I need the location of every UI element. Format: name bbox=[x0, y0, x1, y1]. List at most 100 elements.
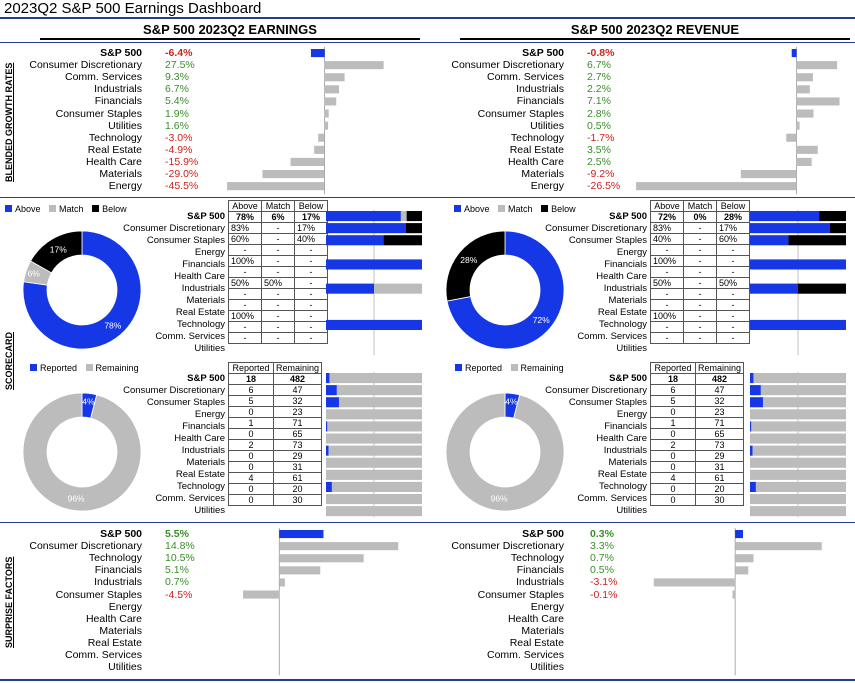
earnings_growth-bar-consumer-discretionary bbox=[324, 61, 384, 70]
earnings_beat_table-bar-consumer-discretionary-2 bbox=[405, 223, 422, 234]
sector-label: Industrials bbox=[516, 576, 564, 589]
table-cell: 17% bbox=[294, 211, 328, 223]
sector-label: Real Estate bbox=[509, 143, 564, 156]
table-row: 0 29 bbox=[228, 450, 323, 462]
sector-label-financials: Financials bbox=[182, 259, 225, 270]
revenue_growth-row-health-care: Health Care bbox=[430, 156, 564, 168]
revenue_growth-value-label: 2.5% bbox=[587, 155, 611, 168]
earnings_surprise-value-label: -4.5% bbox=[165, 588, 193, 601]
earnings_surprise-row-sandp-500: S&P 500 bbox=[10, 528, 142, 540]
table-cell: - bbox=[716, 288, 750, 300]
legend-remaining-rev: Remaining bbox=[510, 363, 564, 373]
table-row: 0 23 bbox=[650, 406, 745, 418]
sector-label: Technology bbox=[510, 131, 564, 144]
table-row: --- bbox=[650, 321, 750, 333]
report_table-bar-technology-1 bbox=[331, 481, 422, 492]
report_table-bar-health-care-1 bbox=[326, 433, 422, 444]
revenue_beat_table-bar-sandp-500-2 bbox=[819, 211, 846, 222]
sector-label-comm-services: Comm. Services bbox=[577, 493, 647, 504]
table-cell: - bbox=[261, 255, 295, 267]
sector-label: Industrials bbox=[516, 83, 564, 96]
earnings_growth-row-technology: Technology bbox=[10, 132, 142, 144]
sector-label: Energy bbox=[530, 180, 564, 193]
sector-label: Materials bbox=[99, 168, 142, 180]
table-row: --- bbox=[650, 288, 750, 300]
legend-reported-swatch bbox=[30, 364, 37, 371]
table-row: --- bbox=[650, 266, 750, 278]
table-cell: - bbox=[294, 277, 328, 289]
earnings_surprise-bar-technology bbox=[279, 554, 364, 563]
sector-label: Technology bbox=[88, 552, 142, 565]
sector-label: Consumer Discretionary bbox=[29, 59, 142, 72]
revenue_surprise-bar-industrials bbox=[653, 578, 736, 587]
revenue_surprise-row-consumer-discretionary: Consumer Discretionary bbox=[430, 540, 564, 552]
earnings_beat_table-bar-financials-0 bbox=[326, 259, 422, 270]
earnings_beat_table-bar-sandp-500-1 bbox=[400, 211, 407, 222]
legend-remaining-rev-swatch bbox=[510, 364, 518, 371]
revenue_growth-value-label: -0.8% bbox=[587, 47, 615, 59]
scorecard-bottom-divider bbox=[0, 522, 855, 523]
revenue_surprise-value-label: 3.3% bbox=[590, 540, 614, 553]
table-cell: 0 bbox=[228, 406, 274, 418]
table-row: 1 71 bbox=[650, 417, 745, 429]
table-cell: 72% bbox=[650, 211, 684, 223]
table-row: 78% 6% 17% bbox=[228, 211, 328, 223]
revenue_surprise-bar-technology bbox=[735, 554, 754, 563]
earnings_growth-value-label: 1.9% bbox=[165, 107, 189, 120]
sector-label: S&P 500 bbox=[100, 528, 142, 540]
table-row: 0 20 bbox=[228, 483, 323, 495]
earnings-title-underline bbox=[40, 38, 420, 40]
legend-match: Match bbox=[49, 204, 84, 214]
earnings_growth-row-industrials: Industrials bbox=[10, 83, 142, 95]
earnings_growth-bar-consumer-staples bbox=[324, 109, 329, 118]
table-cell: 100% bbox=[228, 255, 262, 267]
earnings_surprise-bar-consumer-staples bbox=[243, 590, 280, 599]
table-cell: 30 bbox=[694, 494, 745, 506]
table-header-row: Above Match Below bbox=[650, 200, 750, 212]
earnings_growth-row-health-care: Health Care bbox=[10, 156, 142, 168]
earnings_growth-row-energy: Energy bbox=[10, 180, 142, 192]
table-row: 18 482 bbox=[650, 373, 745, 385]
table-cell: - bbox=[650, 288, 684, 300]
legend-below: Below bbox=[92, 204, 127, 214]
legend-remaining-rev-label: Remaining bbox=[520, 363, 564, 373]
revenue_growth-value-label: 7.1% bbox=[587, 95, 611, 108]
earnings_growth-row-utilities: Utilities bbox=[10, 120, 142, 132]
earnings-report-sector-labels: S&P 500 Consumer Discretionary Consumer St… bbox=[100, 373, 225, 517]
table-cell: 1 bbox=[228, 417, 274, 429]
sector-label-energy: Energy bbox=[616, 409, 647, 420]
table-cell: 0 bbox=[228, 450, 274, 462]
table-cell: 78% bbox=[228, 211, 262, 223]
sector-label: Materials bbox=[521, 168, 564, 180]
table-row: --- bbox=[228, 332, 328, 344]
earnings_beat_table-bar-sandp-500-2 bbox=[406, 211, 422, 222]
column-header: Below bbox=[294, 200, 328, 212]
sector-label: Comm. Services bbox=[486, 649, 564, 661]
sector-label: Energy bbox=[530, 600, 564, 613]
column-header: Below bbox=[716, 200, 750, 212]
report_table-bar-energy-1 bbox=[326, 409, 422, 420]
sector-label: Comm. Services bbox=[64, 649, 142, 661]
legend-below-label: Below bbox=[102, 204, 127, 214]
table-cell: 0 bbox=[650, 461, 696, 473]
sector-label: Energy bbox=[108, 600, 142, 613]
revenue_growth-bar-comm-services bbox=[796, 73, 813, 82]
legend-above-rev-swatch bbox=[454, 205, 461, 212]
revenue-beat-bars bbox=[750, 210, 846, 356]
revenue_growth-bar-sandp-500 bbox=[791, 49, 797, 58]
sector-label: Real Estate bbox=[87, 636, 142, 649]
report_table-bar-financials-1 bbox=[327, 421, 422, 432]
table-cell: 71 bbox=[272, 417, 323, 429]
sector-label-energy: Energy bbox=[616, 247, 647, 258]
revenue_surprise-row-sandp-500: S&P 500 bbox=[430, 528, 564, 540]
section-label-scorecard: SCORECARD bbox=[4, 331, 14, 390]
table-cell: 18 bbox=[650, 373, 696, 385]
table-cell: 0 bbox=[228, 428, 274, 440]
revenue-report-legend: Reported Remaining bbox=[455, 363, 570, 373]
sector-label: Utilities bbox=[108, 119, 142, 132]
report_table-bar-sandp-500-1 bbox=[329, 373, 422, 384]
earnings_beat_donut-label-match: 6% bbox=[28, 269, 41, 279]
table-cell: 65 bbox=[694, 428, 745, 440]
sector-label: Health Care bbox=[507, 155, 564, 168]
sector-label: S&P 500 bbox=[522, 47, 564, 59]
